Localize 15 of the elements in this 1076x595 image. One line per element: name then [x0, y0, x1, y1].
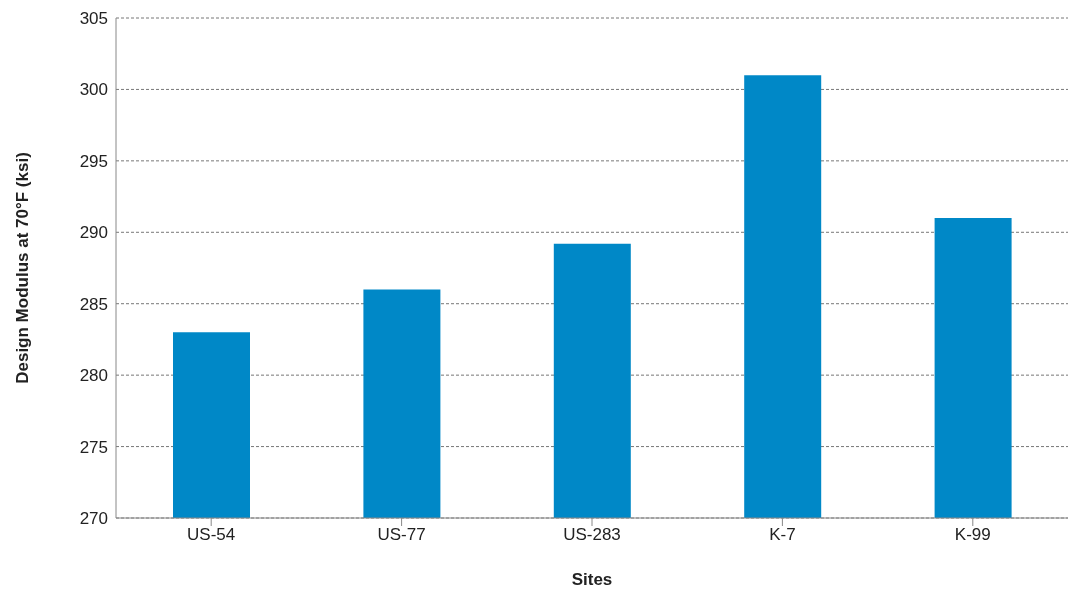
x-tick-label: US-77	[377, 525, 426, 545]
y-tick-label: 280	[79, 366, 108, 386]
y-tick-label: 290	[79, 223, 108, 243]
x-tick-label: K-7	[769, 525, 796, 545]
x-axis-title: Sites	[571, 570, 613, 589]
y-tick-label: 275	[79, 437, 108, 457]
x-tick-label: K-99	[954, 525, 991, 545]
x-tick-label: US-54	[187, 525, 236, 545]
y-axis-title: Design Modulus at 70°F (ksi)	[13, 152, 33, 384]
x-tick-label: US-283	[563, 525, 621, 545]
y-tick-label: 270	[79, 509, 108, 529]
y-tick-label: 285	[79, 294, 108, 314]
y-tick-label: 305	[79, 9, 108, 29]
y-tick-label: 295	[79, 151, 108, 171]
y-tick-label: 300	[79, 80, 108, 100]
